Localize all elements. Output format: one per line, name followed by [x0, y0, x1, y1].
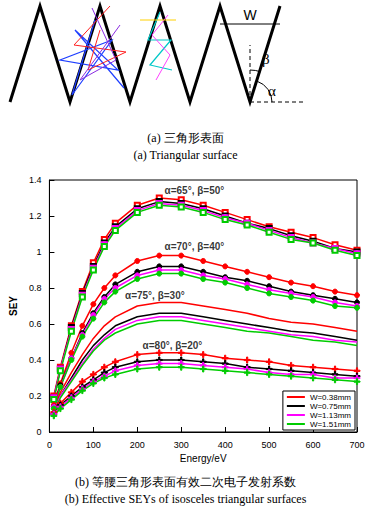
svg-text:α=80°, β=20°: α=80°, β=20° — [143, 340, 203, 351]
svg-text:W=1.51mm: W=1.51mm — [310, 420, 351, 429]
svg-text:0.6: 0.6 — [29, 319, 42, 329]
svg-text:W=0.75mm: W=0.75mm — [310, 402, 351, 411]
svg-text:W=0.38mm: W=0.38mm — [310, 393, 351, 402]
svg-text:700: 700 — [349, 440, 364, 450]
html-text:(b) 等腰三角形表面有效二次电子发射系数: (b) 等腰三角形表面有效二次电子发射系数 — [75, 475, 296, 489]
svg-text:0.2: 0.2 — [29, 391, 42, 401]
html-text:(a) 三角形表面: (a) 三角形表面 — [147, 131, 224, 145]
svg-text:α=75°, β=30°: α=75°, β=30° — [125, 290, 185, 301]
svg-text:SEY: SEY — [8, 296, 19, 316]
svg-text:0: 0 — [36, 427, 41, 437]
svg-text:500: 500 — [262, 440, 277, 450]
svg-text:200: 200 — [130, 440, 145, 450]
svg-text:100: 100 — [86, 440, 101, 450]
svg-text:α=70°, β=40°: α=70°, β=40° — [165, 241, 225, 252]
svg-text:0.4: 0.4 — [29, 355, 42, 365]
svg-text:0: 0 — [47, 440, 52, 450]
svg-text:W: W — [243, 7, 257, 23]
html-text:(a) Triangular surface: (a) Triangular surface — [133, 148, 238, 162]
svg-text:α: α — [268, 83, 276, 99]
svg-text:300: 300 — [174, 440, 189, 450]
svg-text:400: 400 — [218, 440, 233, 450]
svg-text:Energy/eV: Energy/eV — [180, 453, 227, 464]
svg-text:1: 1 — [36, 247, 41, 257]
svg-text:α=65°, β=50°: α=65°, β=50° — [165, 185, 225, 196]
svg-text:1.4: 1.4 — [29, 175, 42, 185]
svg-text:β: β — [262, 51, 270, 67]
svg-text:W=1.13mm: W=1.13mm — [310, 411, 351, 420]
svg-text:0.8: 0.8 — [29, 283, 42, 293]
svg-text:600: 600 — [306, 440, 321, 450]
svg-text:1.2: 1.2 — [29, 211, 42, 221]
html-text:(b) Effective SEYs of isoscele: (b) Effective SEYs of isosceles triangul… — [64, 492, 307, 506]
